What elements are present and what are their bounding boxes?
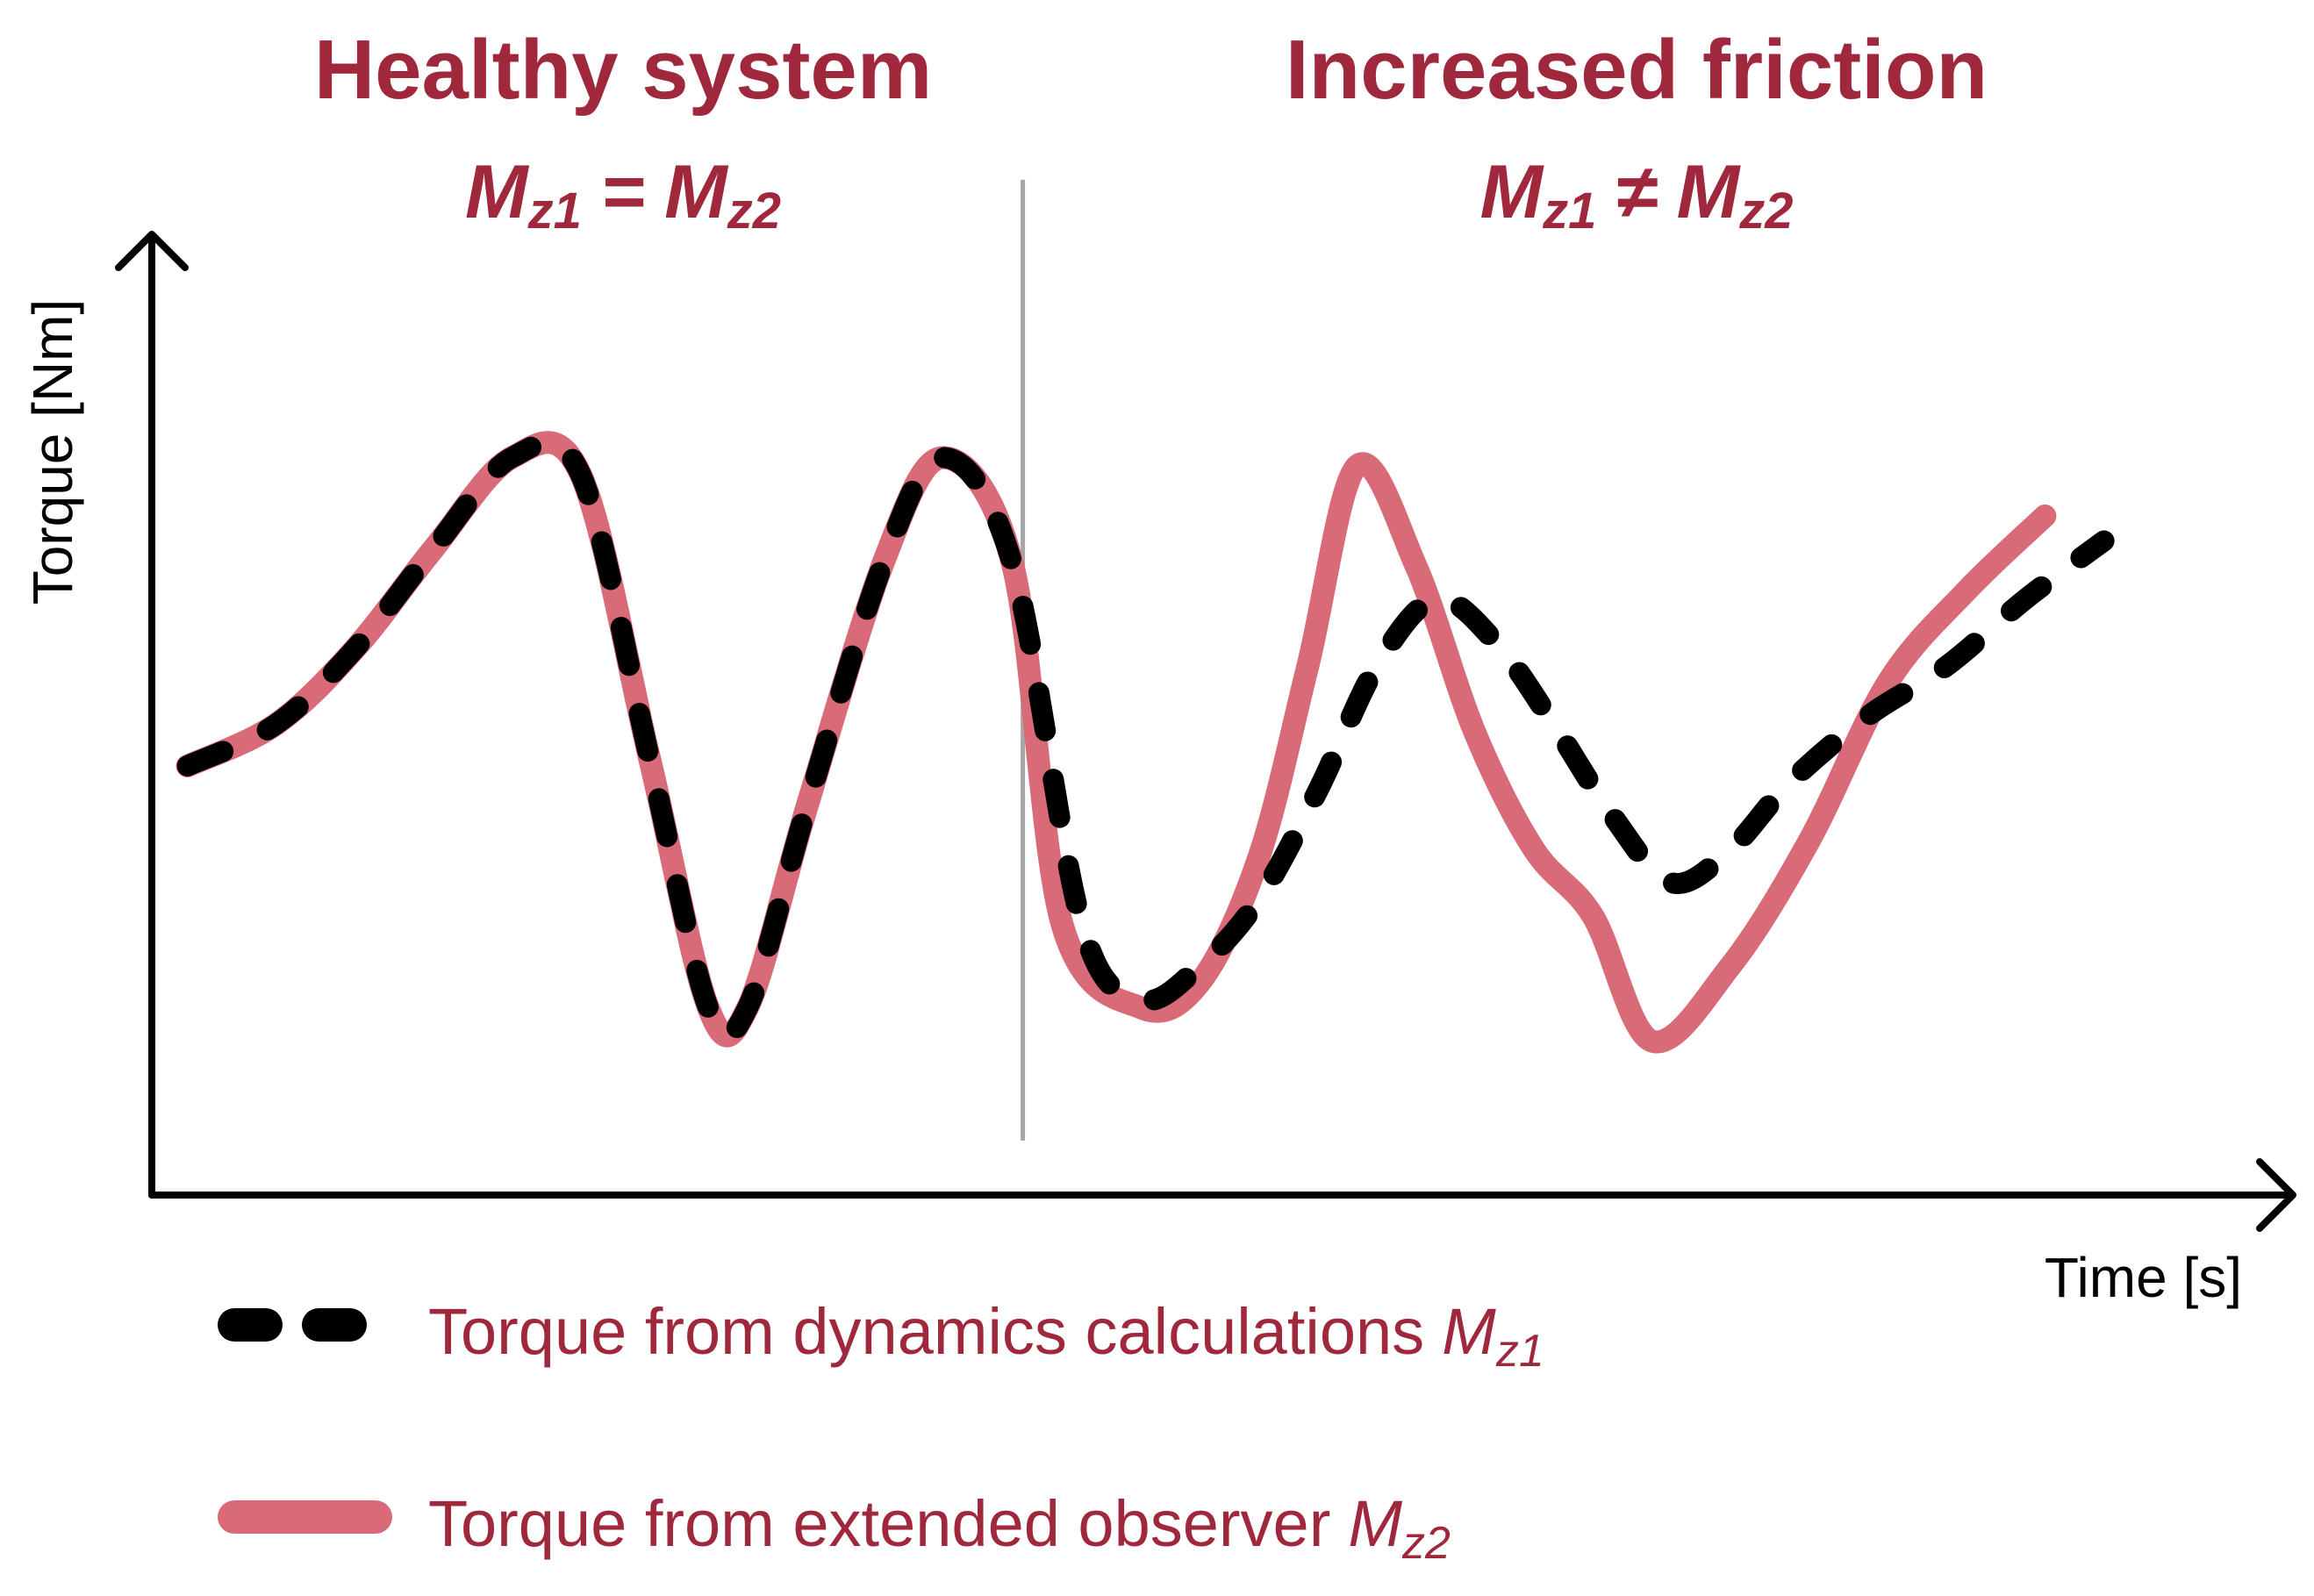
x-axis-label: Time [s]: [2045, 1246, 2242, 1309]
legend-label-observer: Torque from extended observer Mz2: [428, 1487, 1451, 1569]
left-formula-op: =: [601, 150, 645, 234]
legend: Torque from dynamics calculations Mz1 Tor…: [218, 1295, 1544, 1569]
axes: [115, 231, 2296, 1232]
left-formula-lhs-sub: z1: [527, 183, 582, 240]
series-line-dynamics: [176, 432, 2115, 1047]
x-axis-arrow-icon: [2256, 1158, 2296, 1232]
left-formula-rhs-sub: z2: [727, 183, 781, 240]
right-section-title: Increased friction: [1286, 23, 1988, 117]
legend-label-dynamics-sub: z1: [1495, 1326, 1544, 1377]
legend-item-observer: Torque from extended observer Mz2: [218, 1487, 1451, 1569]
left-formula-rhs: M: [664, 150, 729, 234]
series-line-observer: [176, 431, 2057, 1054]
legend-label-observer-symbol: M: [1348, 1487, 1402, 1560]
legend-item-dynamics: Torque from dynamics calculations Mz1: [218, 1295, 1544, 1377]
legend-label-observer-sub: z2: [1401, 1518, 1451, 1569]
legend-label-dynamics: Torque from dynamics calculations Mz1: [428, 1295, 1544, 1377]
right-section-formula: Mz1 ≠ Mz2: [1479, 150, 1793, 240]
legend-label-dynamics-text: Torque from dynamics calculations: [428, 1295, 1424, 1368]
right-formula-rhs-sub: z2: [1738, 183, 1793, 240]
left-section-formula: Mz1 = Mz2: [465, 150, 781, 240]
series-layer: [176, 431, 2115, 1054]
right-formula-op: ≠: [1616, 150, 1658, 234]
legend-label-dynamics-symbol: M: [1442, 1295, 1496, 1368]
y-axis-arrow-icon: [115, 231, 189, 271]
y-axis-label: Torque [Nm]: [21, 299, 84, 605]
legend-label-observer-text: Torque from extended observer: [428, 1487, 1330, 1560]
right-formula-rhs: M: [1677, 150, 1742, 234]
right-formula-lhs: M: [1479, 150, 1544, 234]
right-formula-lhs-sub: z1: [1542, 183, 1596, 240]
left-section-title: Healthy system: [314, 23, 932, 117]
left-formula-lhs: M: [465, 150, 530, 234]
